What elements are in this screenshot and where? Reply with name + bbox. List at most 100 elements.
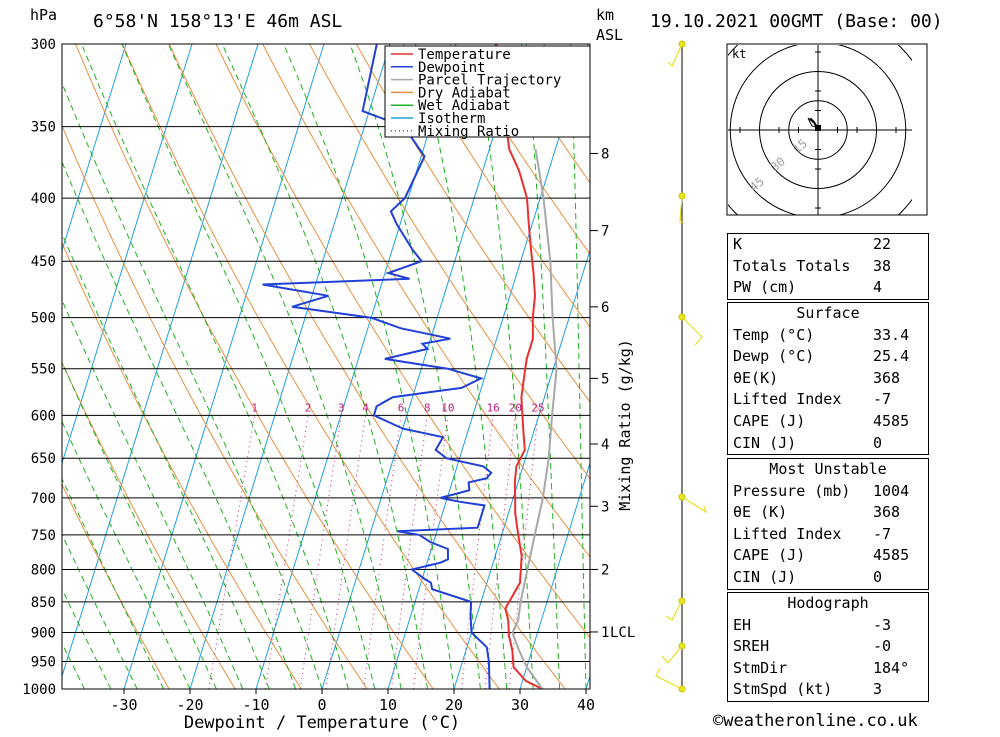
row-label: Lifted Index [733,524,841,546]
dewpoint-line [263,44,492,689]
row-value: 3 [873,679,882,701]
parcel-trajectory-line [512,149,556,689]
isotherm-line [0,44,126,689]
copyright-footer[interactable]: ©weatheronline.co.uk [713,711,918,731]
height-tick-label: 3 [601,499,609,515]
mixing-ratio-label: 4 [362,401,369,414]
row-label: K [733,234,742,256]
row-value: 368 [873,502,900,524]
pressure-tick-label: 950 [31,655,56,671]
row-value: -3 [873,615,891,637]
pressure-tick-label: 550 [31,362,56,378]
height-tick-label: 4 [601,437,609,453]
location-label: 6°58'N 158°13'E 46m ASL [93,11,342,32]
table-row: K 22 [728,234,928,256]
table-row: CAPE (J)4585 [728,411,928,433]
pressure-tick-label: 850 [31,595,56,611]
pressure-tick-label: 700 [31,491,56,507]
table-row: θE (K)368 [728,502,928,524]
height-tick-label: 5 [601,371,609,387]
pressure-tick-label: 300 [31,37,56,53]
table-row: SREH-0 [728,636,928,658]
pressure-tick-label: 500 [31,311,56,327]
table-row: PW (cm) 4 [728,277,928,299]
lcl-label: LCL [610,625,635,641]
row-value: 368 [873,368,900,390]
wind-barb [682,317,702,345]
x-tick-label: 40 [577,696,595,714]
pressure-tick-label: 600 [31,408,56,424]
table-row: Temp (°C) 33.4 [728,325,928,347]
dry-adiabat-line [29,44,367,689]
dry-adiabat-line [216,44,631,689]
row-label: PW (cm) [733,277,796,299]
series-lines [263,44,557,689]
row-label: CAPE (J) [733,545,805,567]
pressure-tick-label: 450 [31,254,56,270]
wet-adiabat-line [122,44,375,689]
row-value: 22 [873,234,891,256]
x-tick-label: -20 [176,696,203,714]
surface-title: Surface [728,303,928,325]
wet-adiabat-line [475,44,534,689]
hodograph-title: Hodograph [728,593,928,615]
row-value: -0 [873,636,891,658]
wet-adiabat-line [0,44,164,689]
dry-adiabat-line [310,44,764,689]
isotherm-line [388,44,588,689]
row-label: Temp (°C) [733,325,814,347]
row-value: 4 [873,277,882,299]
table-row: θE(K) 368 [728,368,928,390]
x-tick-label: 0 [317,696,326,714]
row-value: 184° [873,658,909,680]
pressure-tick-label: 400 [31,191,56,207]
datetime-label: 19.10.2021 00GMT (Base: 00) [650,11,943,32]
mixing-ratio-line [326,415,365,689]
row-label: Lifted Index [733,389,841,411]
row-value: 33.4 [873,325,909,347]
row-value: 4585 [873,411,909,433]
row-label: CIN (J) [733,567,796,589]
wind-barb [682,497,706,512]
wind-barb [666,601,682,620]
row-label: Totals Totals [733,256,850,278]
wet-adiabat-line [350,44,480,689]
row-label: EH [733,615,751,637]
table-row: Lifted Index-7 [728,524,928,546]
table-row: EH -3 [728,615,928,637]
mixing-ratio-label: 6 [398,401,405,414]
pressure-tick-label: 1000 [22,682,56,698]
row-value: 1004 [873,481,909,503]
row-value: 4585 [873,545,909,567]
wind-barb [656,668,682,689]
table-row: Pressure (mb) 1004 [728,481,928,503]
hodograph-unit-label: kt [732,47,746,61]
legend-entry: Mixing Ratio [418,124,519,140]
table-row: CIN (J)0 [728,567,928,589]
height-tick-label: 6 [601,300,609,316]
row-value: -7 [873,389,891,411]
hpa-label: hPa [30,6,57,24]
table-row: StmSpd (kt) 3 [728,679,928,701]
row-label: StmSpd (kt) [733,679,832,701]
dry-adiabat-line [76,44,434,689]
y-axis-label: Mixing Ratio (g/kg) [616,339,634,511]
mixing-ratio-label: 20 [509,401,522,414]
most-unstable-title: Most Unstable [728,459,928,481]
row-label: θE(K) [733,368,778,390]
x-tick-label: 20 [445,696,463,714]
row-label: CIN (J) [733,433,796,455]
wet-adiabat-line [15,44,296,689]
pressure-tick-label: 350 [31,120,56,136]
pressure-tick-label: 800 [31,562,56,578]
wind-barb [662,646,682,663]
row-label: Pressure (mb) [733,481,850,503]
table-row: CIN (J)0 [728,433,928,455]
